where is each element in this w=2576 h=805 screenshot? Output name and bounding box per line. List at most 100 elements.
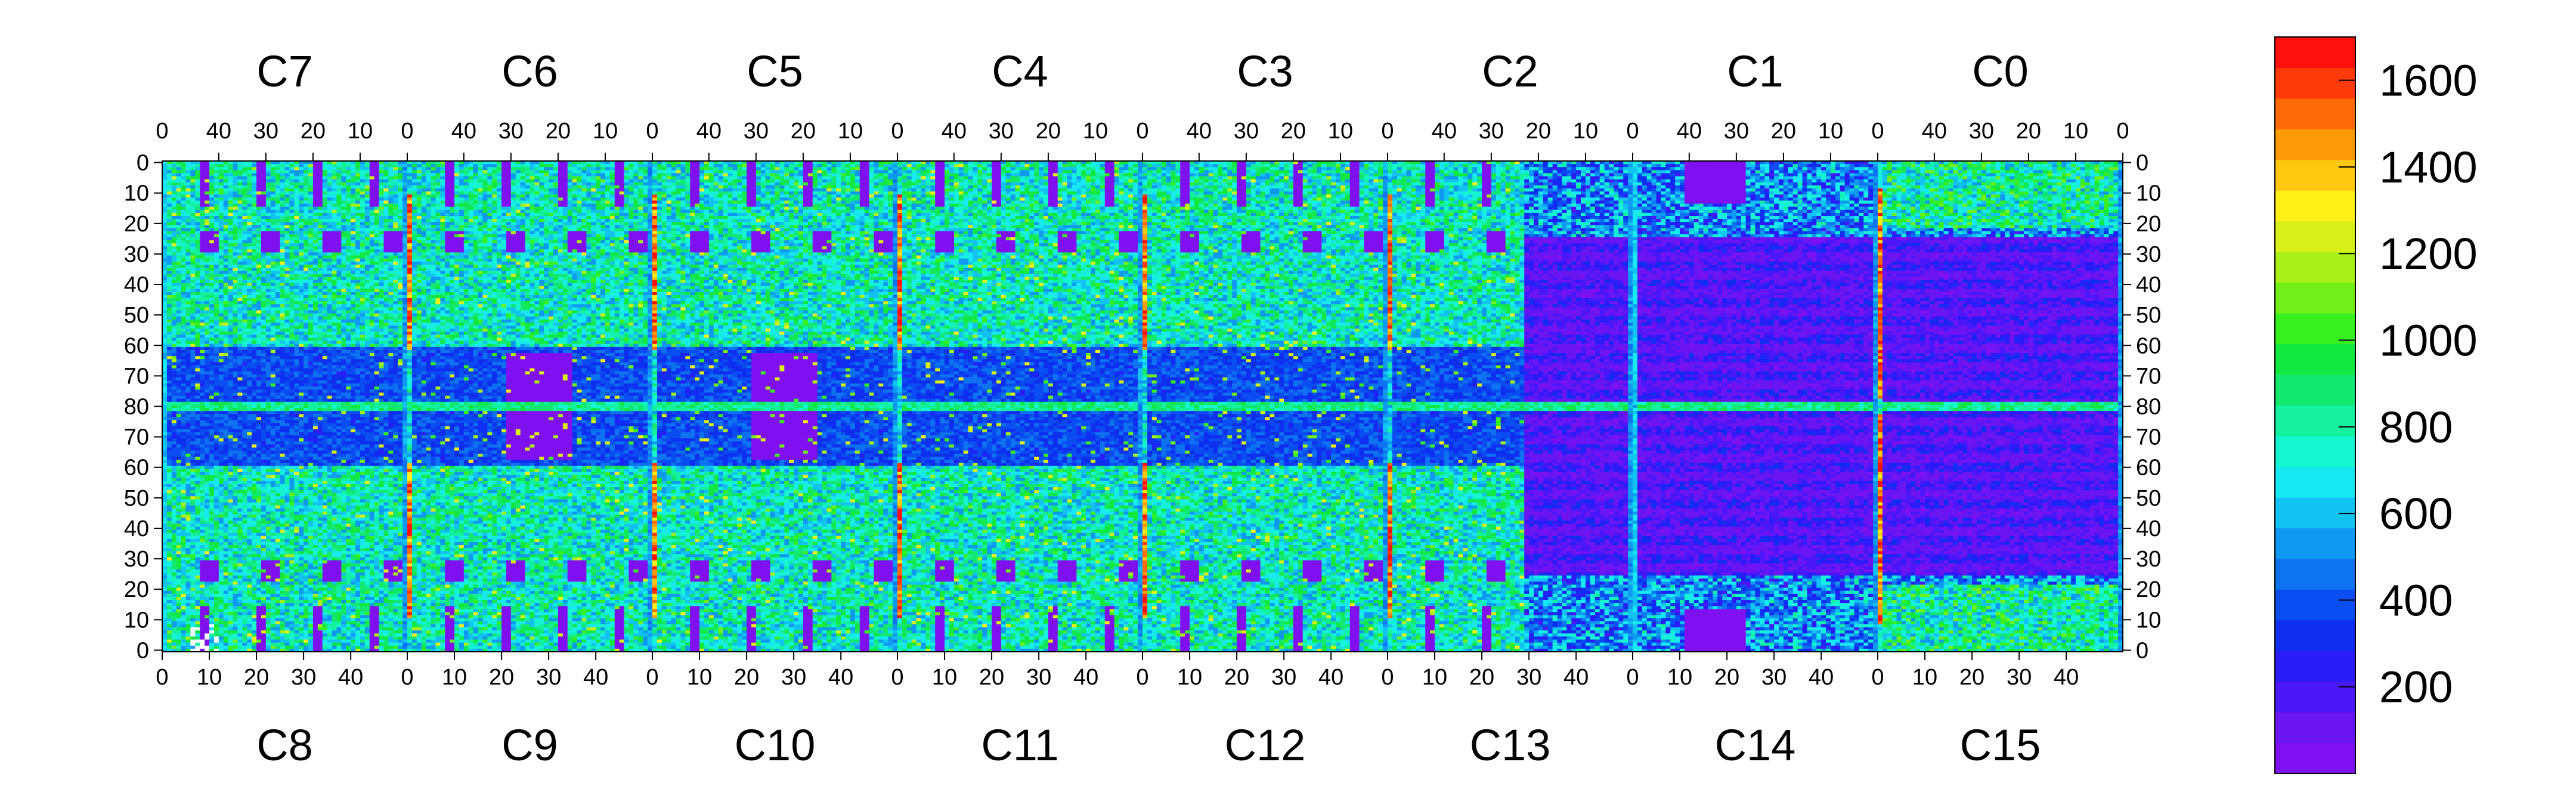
heatmap-cell <box>1001 164 1007 168</box>
heatmap-cell <box>756 177 761 180</box>
heatmap-cell <box>1586 173 1591 177</box>
heatmap-cell <box>996 164 1002 168</box>
heatmap-cell <box>751 173 757 177</box>
heatmap-cell <box>1751 164 1756 168</box>
heatmap-cell <box>770 173 776 177</box>
heatmap-cell <box>1119 173 1124 177</box>
heatmap-cell <box>237 173 243 177</box>
heatmap-cell <box>577 173 583 177</box>
heatmap-cell <box>1143 170 1148 174</box>
heatmap-cell <box>2038 177 2044 180</box>
heatmap-cell <box>836 177 841 180</box>
heatmap-cell <box>1308 177 1313 180</box>
heatmap-cell <box>581 177 587 180</box>
heatmap-cell <box>1491 167 1497 171</box>
heatmap-cell <box>1171 173 1176 177</box>
heatmap-cell <box>336 177 342 180</box>
heatmap-cell <box>1053 167 1058 171</box>
heatmap-cell <box>1506 167 1511 171</box>
heatmap-cell <box>865 170 870 174</box>
heatmap-cell <box>1831 177 1836 180</box>
heatmap-cell <box>539 167 544 171</box>
heatmap-cell <box>1397 173 1402 177</box>
heatmap-cell <box>1920 170 1925 174</box>
heatmap-cell <box>1741 177 1747 180</box>
heatmap-cell <box>638 164 643 168</box>
heatmap-cell <box>1392 177 1398 180</box>
heatmap-cell <box>1284 173 1289 177</box>
heatmap-cell <box>1435 173 1440 177</box>
heatmap-cell <box>1751 170 1756 174</box>
heatmap-cell <box>1883 170 1888 174</box>
heatmap-cell <box>1487 164 1492 168</box>
heatmap-cell <box>1251 170 1256 174</box>
heatmap-cell <box>657 173 662 177</box>
heatmap-cell <box>1826 177 1831 180</box>
heatmap-cell <box>1251 177 1256 180</box>
heatmap-cell <box>1416 173 1421 177</box>
heatmap-cell <box>261 167 267 171</box>
heatmap-cell <box>266 164 271 168</box>
heatmap-cell <box>1015 170 1021 174</box>
heatmap-cell <box>2001 177 2006 180</box>
heatmap-cell <box>1274 170 1280 174</box>
heatmap-cell <box>732 170 738 174</box>
heatmap-cell <box>912 167 917 171</box>
heatmap-cell <box>1128 177 1134 180</box>
heatmap-cell <box>1364 164 1369 168</box>
heatmap-cell <box>930 164 936 168</box>
heatmap-cell <box>1534 173 1539 177</box>
heatmap-cell <box>742 177 747 180</box>
heatmap-cell <box>525 177 531 180</box>
heatmap-cell <box>1722 173 1727 177</box>
heatmap-cell <box>2048 167 2053 171</box>
heatmap-cell <box>977 167 983 171</box>
heatmap-cell <box>435 170 441 174</box>
heatmap-cell <box>1114 173 1120 177</box>
heatmap-cell <box>1360 173 1365 177</box>
heatmap-cell <box>285 164 290 168</box>
heatmap-cell <box>1416 164 1421 168</box>
heatmap-cell <box>1519 173 1525 177</box>
heatmap-cell <box>247 177 252 180</box>
heatmap-cell <box>1006 167 1011 171</box>
heatmap-cell <box>2033 164 2039 168</box>
heatmap-cell <box>1072 167 1077 171</box>
heatmap-cell <box>445 167 450 171</box>
heatmap-cell <box>511 167 516 171</box>
heatmap-cell <box>1496 170 1501 174</box>
heatmap-cell <box>1175 173 1181 177</box>
heatmap-cell <box>1175 177 1181 180</box>
heatmap-cell <box>1548 173 1553 177</box>
heatmap-cell <box>1482 177 1487 180</box>
heatmap-cell <box>190 167 196 171</box>
heatmap-cell <box>445 173 450 177</box>
heatmap-cell <box>1652 164 1657 168</box>
heatmap-cell <box>280 177 286 180</box>
heatmap-cell <box>351 170 356 174</box>
heatmap-cell <box>1590 177 1596 180</box>
heatmap-cell <box>1755 177 1761 180</box>
heatmap-cell <box>1420 173 1426 177</box>
heatmap-cell <box>2043 164 2048 168</box>
heatmap-cell <box>1717 173 1723 177</box>
heatmap-cell <box>341 164 346 168</box>
heatmap-cell <box>586 167 592 171</box>
heatmap-cell <box>1590 170 1596 174</box>
heatmap-cell <box>1981 167 1987 171</box>
heatmap-cell <box>1162 170 1167 174</box>
heatmap-cell <box>487 170 493 174</box>
heatmap-cell <box>935 164 940 168</box>
heatmap-cell <box>1303 170 1308 174</box>
heatmap-cell <box>379 177 385 180</box>
heatmap-cell <box>1143 173 1148 177</box>
heatmap-cell <box>1162 167 1167 171</box>
heatmap-cell <box>1581 173 1586 177</box>
heatmap-cell <box>388 164 394 168</box>
heatmap-cell <box>549 167 554 171</box>
heatmap-cell <box>643 167 648 171</box>
heatmap-cell <box>393 177 398 180</box>
heatmap-cell <box>242 170 247 174</box>
heatmap-cell <box>1821 164 1826 168</box>
heatmap-cell <box>450 177 455 180</box>
